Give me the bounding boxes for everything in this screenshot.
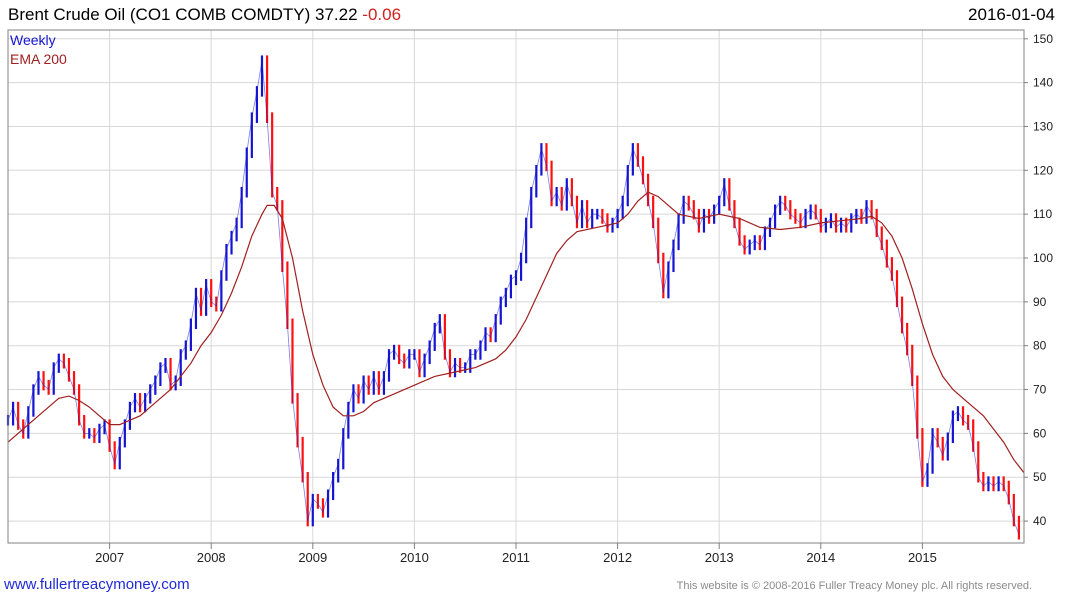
chart-header: Brent Crude Oil (CO1 COMB COMDTY) 37.22 …: [8, 5, 401, 25]
x-tick-label-2008: 2008: [197, 550, 226, 565]
x-tick-label-2007: 2007: [95, 550, 124, 565]
y-tick-label-100: 100: [1033, 251, 1053, 265]
x-tick-label-2009: 2009: [298, 550, 327, 565]
x-tick-label-2014: 2014: [806, 550, 835, 565]
x-tick-label-2010: 2010: [400, 550, 429, 565]
ema-line: [7, 191, 1025, 474]
y-tick-label-40: 40: [1033, 514, 1047, 528]
price-change: -0.06: [362, 5, 402, 24]
x-tick-label-2015: 2015: [908, 550, 937, 565]
y-tick-label-120: 120: [1033, 163, 1053, 177]
x-tick-label-2011: 2011: [502, 550, 530, 565]
y-tick-label-150: 150: [1033, 32, 1053, 46]
legend-weekly: Weekly: [10, 32, 56, 48]
y-tick-label-90: 90: [1033, 295, 1047, 309]
last-price: 37.22: [315, 5, 358, 24]
y-tick-label-50: 50: [1033, 470, 1047, 484]
y-axis: 40 50 60 70 80 90 100 110 120 130 140 150: [1024, 32, 1053, 528]
x-axis: 2007 2008 2009 2010 2011 2012 2013 2014 2015: [95, 543, 937, 565]
chart-date: 2016-01-04: [968, 5, 1055, 24]
weekly-price-path: [7, 60, 1020, 535]
x-tick-label-2012: 2012: [603, 550, 632, 565]
legend-ema: EMA 200: [10, 51, 67, 67]
y-tick-label-70: 70: [1033, 383, 1047, 397]
y-tick-label-80: 80: [1033, 339, 1047, 353]
site-link[interactable]: www.fullertreacymoney.com: [4, 576, 190, 593]
y-tick-label-110: 110: [1033, 207, 1052, 221]
weekly-bars: [6, 55, 1021, 540]
y-tick-label-140: 140: [1033, 76, 1053, 90]
instrument-title: Brent Crude Oil (CO1 COMB COMDTY): [8, 5, 311, 24]
copyright-notice: This website is © 2008-2016 Fuller Treac…: [676, 580, 1032, 592]
chart-grid: [8, 30, 1024, 543]
ema-200-line: [7, 191, 1025, 474]
y-tick-label-60: 60: [1033, 426, 1047, 440]
x-tick-label-2013: 2013: [705, 550, 734, 565]
y-tick-label-130: 130: [1033, 119, 1053, 133]
